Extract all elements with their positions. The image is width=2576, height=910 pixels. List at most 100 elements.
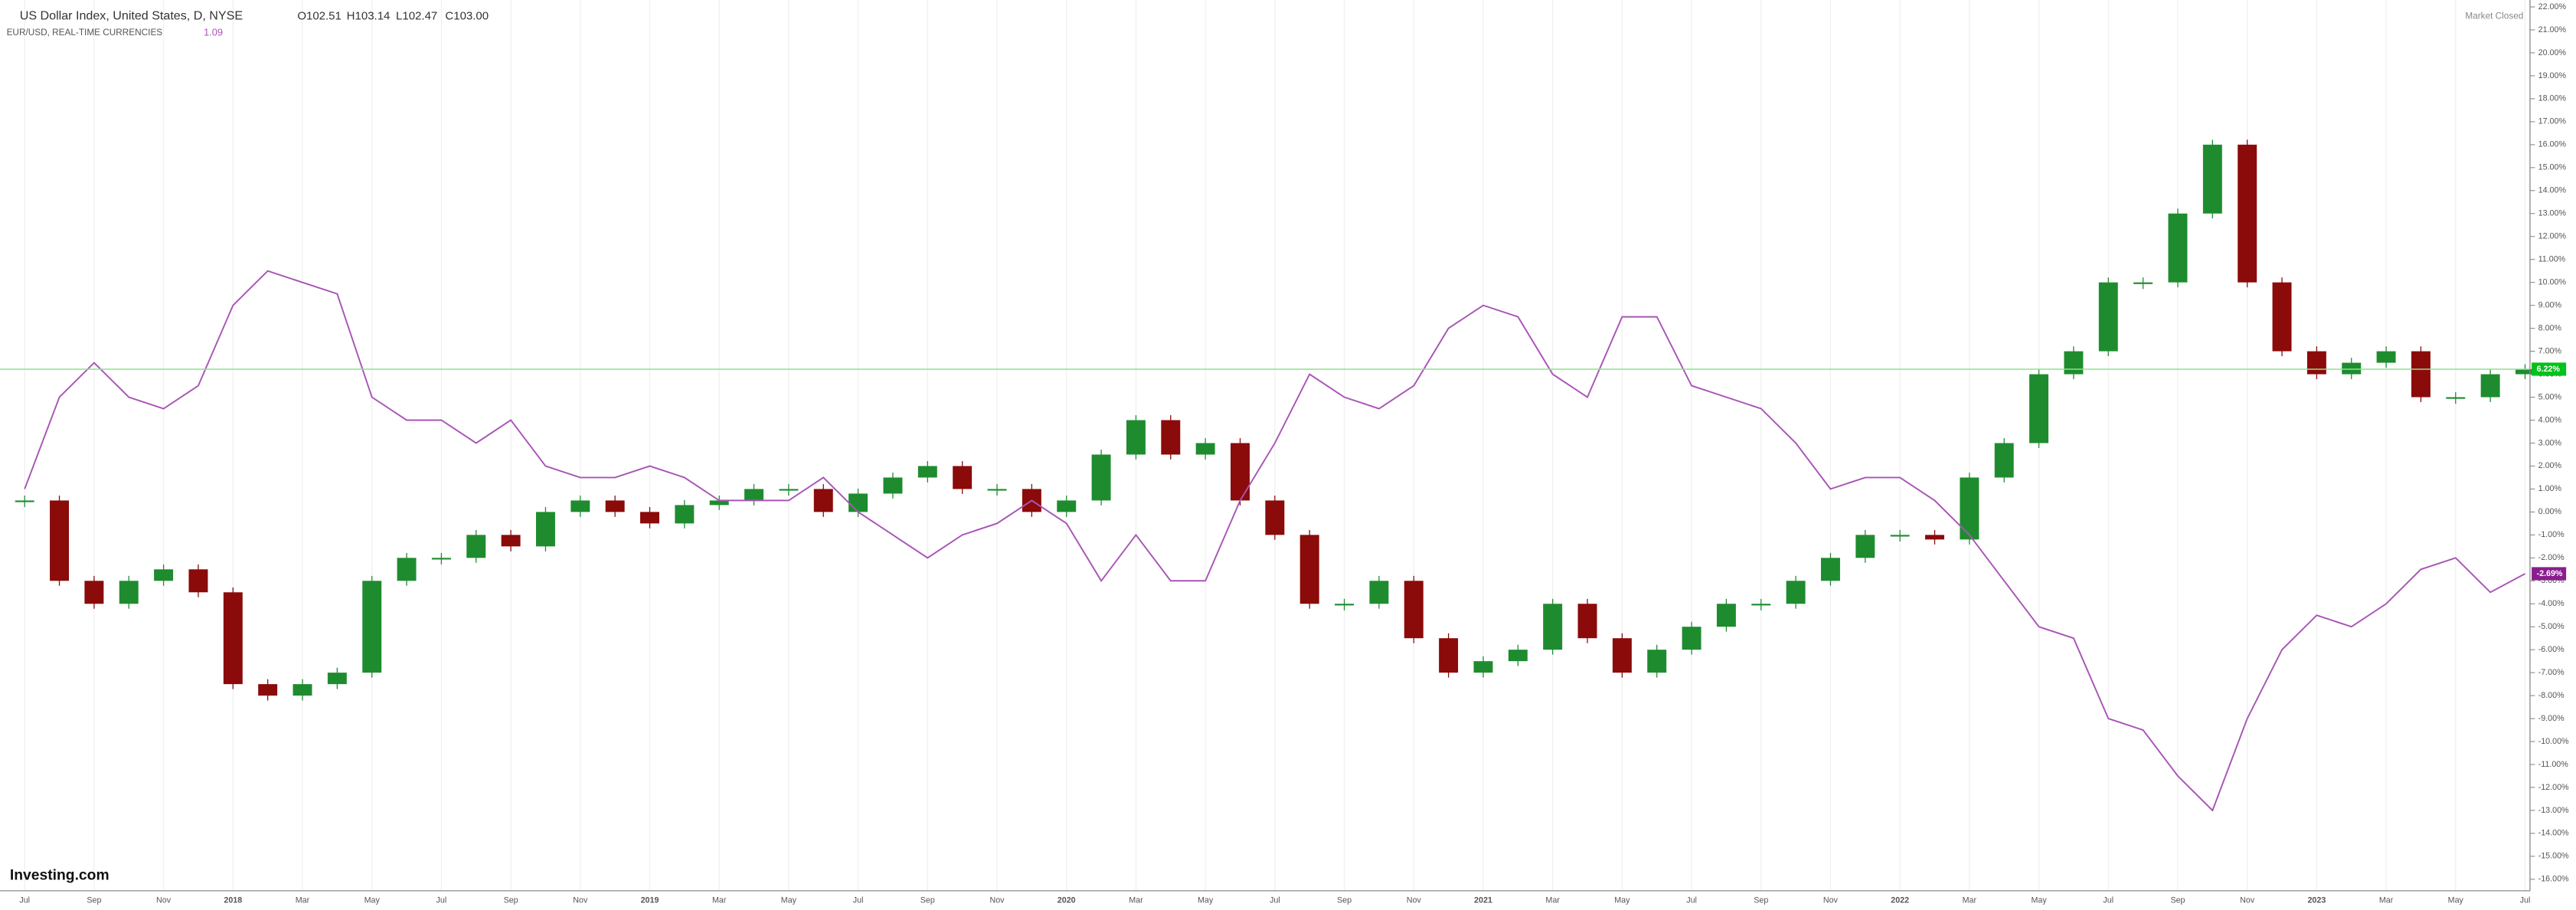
x-tick-label: Mar	[296, 896, 310, 905]
x-tick-label: 2019	[641, 896, 659, 905]
candle	[1057, 500, 1077, 512]
candle	[362, 581, 382, 673]
y-tick-label: 3.00%	[2538, 438, 2562, 447]
x-tick-label: Sep	[2170, 896, 2185, 905]
candle	[1473, 661, 1493, 673]
x-tick-label: 2018	[224, 896, 242, 905]
y-tick-label: -15.00%	[2538, 852, 2569, 861]
x-tick-label: May	[1198, 896, 1214, 905]
axis-labels: 22.00% 21.00% 20.00% 19.00% 18.00% 17.00% 16.0…	[19, 2, 2569, 905]
x-tick-label: Jul	[1686, 896, 1697, 905]
x-tick-label: 2023	[2307, 896, 2326, 905]
y-tick-label: 19.00%	[2538, 71, 2567, 80]
last-value-tag	[2532, 362, 2567, 376]
chart-title: US Dollar Index, United States, D, NYSE	[20, 9, 244, 23]
candle	[1994, 443, 2014, 478]
x-tick-label: 2022	[1891, 896, 1909, 905]
candle	[327, 673, 347, 685]
y-tick-label: -12.00%	[2538, 783, 2569, 792]
y-tick-label: 11.00%	[2538, 255, 2566, 264]
y-tick-label: 2.00%	[2538, 461, 2562, 470]
candle	[744, 489, 764, 501]
x-tick-label: Jul	[19, 896, 30, 905]
candle	[1091, 454, 1111, 501]
x-tick-label: Mar	[2379, 896, 2394, 905]
candle	[570, 500, 590, 512]
candle	[1335, 604, 1355, 606]
last-value-tag	[2532, 567, 2567, 581]
x-tick-label: Mar	[1129, 896, 1143, 905]
y-tick-label: 14.00%	[2538, 186, 2567, 195]
candle	[50, 500, 70, 581]
x-tick-label: Jul	[853, 896, 864, 905]
y-tick-label: 21.00%	[2538, 25, 2567, 34]
x-tick-label: May	[781, 896, 797, 905]
y-tick-label: 22.00%	[2538, 2, 2567, 11]
candle	[2411, 351, 2431, 398]
candle	[1508, 650, 1528, 662]
candle	[2064, 351, 2084, 375]
candle	[1543, 604, 1563, 650]
x-tick-label: Jul	[2520, 896, 2531, 905]
x-tick-label: Mar	[1963, 896, 1977, 905]
subtitle: EUR/USD, REAL-TIME CURRENCIES	[7, 28, 163, 38]
x-tick-label: Jul	[2103, 896, 2113, 905]
candle	[779, 489, 799, 491]
candle	[2480, 374, 2500, 398]
series-line	[24, 270, 2525, 812]
last-value-label: 6.22%	[2537, 365, 2561, 374]
x-tick-label: Sep	[504, 896, 518, 905]
y-tick-label: -2.00%	[2538, 553, 2565, 562]
y-tick-label: 13.00%	[2538, 209, 2567, 218]
candle	[675, 505, 695, 524]
close: C103.00	[445, 9, 489, 22]
y-tick-label: 4.00%	[2538, 415, 2562, 424]
candle	[15, 500, 34, 502]
candle	[1577, 604, 1597, 639]
subtitle-value: 1.09	[204, 26, 223, 38]
candle	[1820, 558, 1840, 581]
candle	[1960, 477, 1979, 540]
candle	[2446, 397, 2466, 399]
brand: Investing.com	[10, 868, 110, 884]
candle	[987, 489, 1007, 491]
y-tick-label: -10.00%	[2538, 737, 2569, 746]
y-tick-label: -13.00%	[2538, 806, 2569, 815]
candle	[848, 493, 868, 512]
y-tick-label: 5.00%	[2538, 392, 2562, 401]
y-tick-label: 7.00%	[2538, 346, 2562, 355]
candle	[1612, 638, 1632, 673]
candle	[188, 569, 208, 593]
candle	[1299, 535, 1319, 604]
x-tick-label: Nov	[156, 896, 172, 905]
candle	[953, 466, 973, 489]
y-tick-label: 9.00%	[2538, 300, 2562, 309]
plot	[0, 139, 2535, 812]
y-tick-label: -14.00%	[2538, 829, 2569, 838]
y-tick-label: 20.00%	[2538, 48, 2567, 57]
y-tick-label: 15.00%	[2538, 163, 2567, 172]
candle	[1265, 500, 1285, 535]
candle	[2272, 282, 2292, 352]
candle	[293, 684, 312, 696]
x-tick-label: 2020	[1058, 896, 1076, 905]
candle	[2238, 144, 2257, 283]
candle	[1126, 420, 1146, 455]
y-tick-label: -6.00%	[2538, 645, 2565, 654]
candle	[2342, 362, 2362, 375]
candle	[223, 592, 243, 685]
candle	[2098, 282, 2118, 352]
candle	[535, 512, 555, 547]
y-tick-label: -8.00%	[2538, 691, 2565, 700]
market-status: Market Closed	[2465, 11, 2523, 21]
x-tick-label: Jul	[436, 896, 447, 905]
y-tick-label: 17.00%	[2538, 117, 2567, 126]
candle	[917, 466, 937, 478]
candle	[258, 684, 278, 696]
candle	[1195, 443, 1215, 455]
x-tick-label: May	[2031, 896, 2047, 905]
candle	[1231, 443, 1250, 501]
y-tick-label: 1.00%	[2538, 484, 2562, 493]
